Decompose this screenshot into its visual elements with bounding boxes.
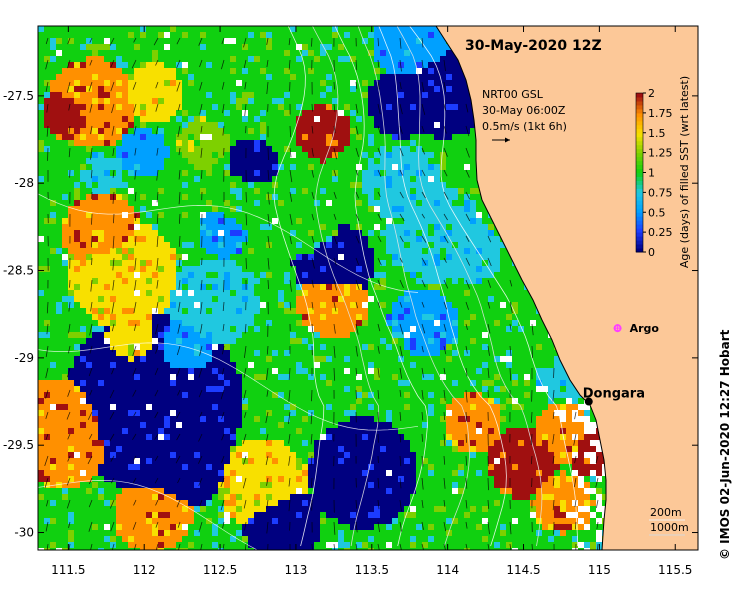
- axis-ticks: [38, 26, 698, 550]
- lon-tick-label: 114.5: [506, 563, 540, 577]
- colorbar-swatch: [636, 100, 643, 106]
- colorbar-swatch: [636, 220, 643, 225]
- lat-tick-label: -30: [14, 526, 34, 540]
- colorbar-swatch: [636, 244, 643, 249]
- isobath-legend-1000m: 1000m: [650, 521, 689, 534]
- colorbar-tick-label: 2: [648, 87, 655, 100]
- colorbar-swatch: [636, 196, 643, 201]
- colorbar-swatch: [636, 228, 643, 233]
- colorbar-tick-label: 0: [648, 246, 655, 259]
- lon-tick-label: 111.5: [51, 563, 85, 577]
- colorbar-swatch: [636, 180, 643, 185]
- lat-tick-label: -28.5: [3, 264, 34, 278]
- colorbar-swatch: [636, 136, 643, 142]
- colorbar-swatch: [636, 152, 643, 158]
- colorbar-swatch: [636, 204, 643, 209]
- colorbar-swatch: [636, 124, 643, 130]
- colorbar-swatch: [636, 108, 643, 114]
- colorbar-swatch: [636, 96, 643, 102]
- colorbar-ticks: 0 0.25 0.5 0.75 1 1.25 1.5 1.75 2: [643, 87, 673, 259]
- map-title: 30-May-2020 12Z: [465, 38, 602, 54]
- colorbar-swatch: [636, 176, 643, 181]
- colorbar-swatch: [636, 216, 643, 221]
- lon-tick-label: 112.5: [203, 563, 237, 577]
- isobath-legend-200m: 200m: [650, 506, 682, 519]
- sst-age-pixels: [38, 26, 614, 550]
- lon-tick-label: 112: [133, 563, 156, 577]
- colorbar-tick-label: 1.75: [648, 107, 673, 120]
- colorbar-swatch: [636, 93, 643, 98]
- colorbar-tick-label: 0.25: [648, 226, 673, 239]
- colorbar-swatch: [636, 140, 643, 146]
- colorbar-tick-label: 1: [648, 167, 655, 180]
- colorbar-swatch: [636, 120, 643, 126]
- map-frame: [37, 25, 699, 551]
- argo-label: Argo: [630, 322, 660, 335]
- colorbar-swatch: [636, 148, 643, 154]
- colorbar-swatch: [636, 240, 643, 245]
- lat-tick-label: -28: [14, 176, 34, 190]
- colorbar-swatch: [636, 168, 643, 173]
- current-time-label: 30-May 06:00Z: [482, 104, 566, 117]
- colorbar-tick-label: 1.5: [648, 127, 666, 140]
- latitude-labels: -27.5 -28 -28.5 -29 -29.5 -30: [3, 89, 34, 540]
- argo-marker-icon: [613, 324, 622, 333]
- colorbar-swatch: [636, 212, 643, 217]
- colorbar-swatch: [636, 236, 643, 241]
- credit-text: © IMOS 02-Jun-2020 12:27 Hobart: [718, 329, 732, 560]
- colorbar-swatch: [636, 232, 643, 237]
- colorbar-swatch: [636, 188, 643, 193]
- colorbar-label: Age (days) of filled SST (wrt latest): [678, 76, 691, 268]
- colorbar-swatch: [636, 208, 643, 213]
- colorbar-swatch: [636, 160, 643, 166]
- lon-tick-label: 113: [284, 563, 307, 577]
- colorbar-swatch: [636, 132, 643, 138]
- lat-tick-label: -27.5: [3, 89, 34, 103]
- current-scale-label: 0.5m/s (1kt 6h): [482, 120, 567, 133]
- longitude-labels: 111.5 112 112.5 113 113.5 114 114.5 115 115.5: [51, 563, 692, 577]
- current-model-label: NRT00 GSL: [482, 88, 544, 101]
- colorbar-tick-label: 1.25: [648, 147, 673, 160]
- colorbar-swatch: [636, 184, 643, 189]
- colorbar-swatch: [636, 248, 643, 253]
- lon-tick-label: 115: [588, 563, 611, 577]
- dongara-marker-icon: [584, 397, 593, 406]
- land-mass: [435, 26, 698, 550]
- colorbar-swatch: [636, 116, 643, 122]
- colorbar-swatch: [636, 128, 643, 134]
- colorbar-swatch: [636, 224, 643, 229]
- place-label-dongara: Dongara: [583, 387, 645, 402]
- colorbar-swatch: [636, 192, 643, 197]
- lat-tick-label: -29: [14, 351, 34, 365]
- current-vectors: [44, 37, 599, 550]
- lon-tick-label: 115.5: [658, 563, 692, 577]
- colorbar-swatch: [636, 112, 643, 118]
- colorbar: [635, 92, 644, 253]
- colorbar-swatch: [636, 144, 643, 150]
- lon-tick-label: 113.5: [355, 563, 389, 577]
- isobath-lines: [38, 26, 578, 550]
- lon-tick-label: 114: [436, 563, 459, 577]
- colorbar-swatch: [636, 104, 643, 110]
- lat-tick-label: -29.5: [3, 438, 34, 452]
- colorbar-swatch: [636, 156, 643, 162]
- colorbar-swatch: [636, 172, 643, 177]
- colorbar-swatch: [636, 200, 643, 205]
- colorbar-swatch: [636, 164, 643, 170]
- colorbar-tick-label: 0.5: [648, 206, 666, 219]
- colorbar-tick-label: 0.75: [648, 186, 673, 199]
- scale-arrow-icon: [492, 137, 510, 143]
